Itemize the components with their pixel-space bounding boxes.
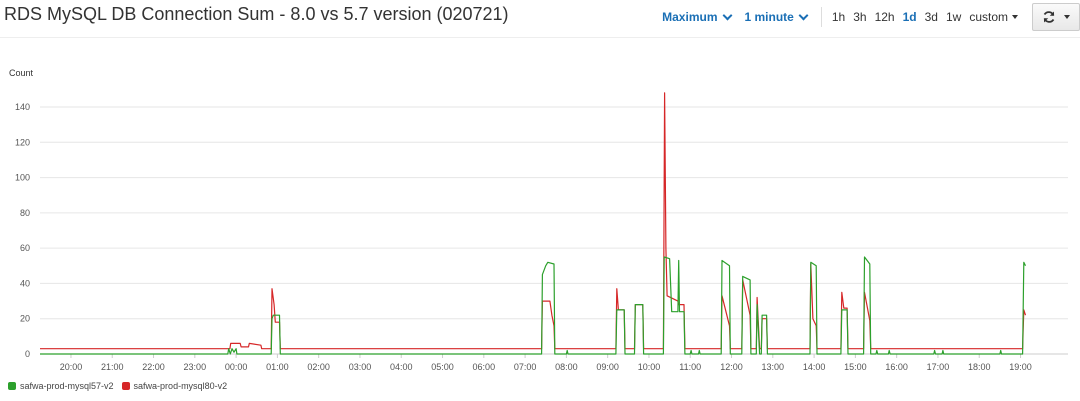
x-tick-label: 12:00 (720, 362, 743, 372)
x-tick-label: 02:00 (307, 362, 330, 372)
x-tick-label: 08:00 (555, 362, 578, 372)
range-3d[interactable]: 3d (924, 10, 938, 24)
x-tick-label: 11:00 (679, 362, 701, 372)
x-tick-label: 01:00 (266, 362, 289, 372)
range-1w[interactable]: 1w (945, 10, 962, 24)
x-tick-label: 05:00 (431, 362, 454, 372)
range-1d[interactable]: 1d (902, 10, 917, 24)
y-tick-label: 0 (25, 349, 30, 359)
x-tick-label: 09:00 (596, 362, 619, 372)
x-tick-label: 13:00 (762, 362, 785, 372)
period-dropdown[interactable]: 1 minute (744, 10, 809, 24)
chevron-down-icon (722, 10, 732, 21)
x-tick-label: 19:00 (1009, 362, 1032, 372)
x-tick-label: 14:00 (803, 362, 826, 372)
refresh-icon (1043, 11, 1055, 23)
y-tick-label: 140 (15, 102, 30, 112)
x-tick-label: 20:00 (60, 362, 83, 372)
x-tick-label: 18:00 (968, 362, 991, 372)
connections-line-chart: Count 0 20 40 60 80 100 120 140 20:00 21:00 22:00 23… (9, 68, 1068, 372)
legend-label-mysql57: safwa-prod-mysql57-v2 (20, 381, 114, 391)
x-tick-label: 21:00 (101, 362, 124, 372)
x-tick-label: 17:00 (927, 362, 950, 372)
x-tick-label: 00:00 (225, 362, 248, 372)
statistic-dropdown[interactable]: Maximum (662, 10, 732, 24)
x-tick-label: 15:00 (844, 362, 867, 372)
header-divider (0, 37, 1080, 38)
toolbar-divider (820, 7, 822, 27)
x-tick-label: 03:00 (349, 362, 372, 372)
x-tick-label: 06:00 (473, 362, 496, 372)
caret-down-icon (1064, 15, 1070, 19)
y-axis-label: Count (9, 68, 34, 78)
range-12h[interactable]: 12h (874, 10, 895, 24)
series-line-mysql57 (40, 256, 1027, 355)
y-tick-label: 100 (15, 173, 30, 183)
x-tick-label: 16:00 (885, 362, 908, 372)
custom-range-label: custom (969, 10, 1008, 24)
range-1h[interactable]: 1h (831, 10, 846, 24)
range-3h[interactable]: 3h (853, 10, 867, 24)
page-title: RDS MySQL DB Connection Sum - 8.0 vs 5.7… (4, 4, 509, 24)
toolbar: Maximum 1 minute 1h 3h 12h 1d 3d 1w cust… (662, 2, 1080, 32)
custom-range-dropdown[interactable]: custom (965, 10, 1022, 24)
period-label: 1 minute (744, 10, 794, 24)
y-tick-label: 60 (20, 243, 30, 253)
chart-legend: safwa-prod-mysql57-v2 safwa-prod-mysql80… (8, 381, 235, 391)
x-tick-label: 04:00 (390, 362, 413, 372)
y-tick-label: 80 (20, 208, 30, 218)
caret-down-icon (1012, 15, 1018, 19)
x-tick-label: 23:00 (184, 362, 207, 372)
legend-swatch-green (8, 382, 16, 390)
legend-item-mysql57[interactable]: safwa-prod-mysql57-v2 (8, 381, 114, 391)
x-tick-label: 22:00 (142, 362, 165, 372)
legend-swatch-red (121, 382, 130, 390)
x-tick-label: 10:00 (638, 362, 661, 372)
x-tick-label: 07:00 (514, 362, 537, 372)
y-tick-label: 120 (15, 137, 30, 147)
legend-label-mysql80: safwa-prod-mysql80-v2 (133, 381, 228, 391)
refresh-button[interactable] (1032, 3, 1080, 31)
chevron-down-icon (798, 10, 809, 21)
legend-item-mysql80[interactable]: safwa-prod-mysql80-v2 (121, 381, 228, 391)
statistic-label: Maximum (662, 10, 718, 24)
y-tick-label: 40 (20, 278, 30, 288)
y-tick-label: 20 (20, 314, 30, 324)
series-line-mysql80 (40, 92, 1027, 350)
